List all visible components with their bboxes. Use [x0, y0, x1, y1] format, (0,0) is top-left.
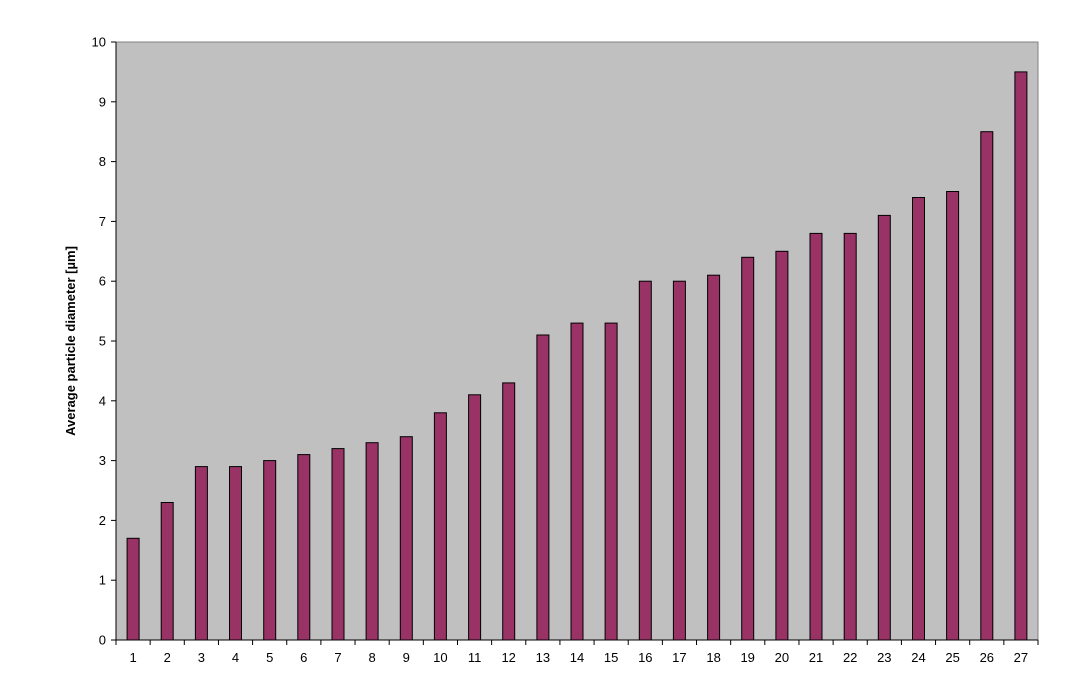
bar-3	[194, 466, 208, 641]
bar-4	[229, 466, 242, 641]
bar-13	[536, 334, 550, 641]
bar-22	[843, 232, 857, 641]
bar-10	[433, 412, 447, 641]
bar-19	[741, 256, 755, 641]
y-tick-labels: 0 1 2 3 4 5 6 7 8 9 10	[92, 35, 106, 648]
bar-26	[980, 131, 994, 641]
bar-16	[638, 280, 652, 641]
x-tick-label-23: 23	[877, 650, 891, 665]
bar-9	[399, 436, 413, 641]
axes-group	[111, 41, 1039, 645]
y-tick-label-6: 6	[99, 274, 106, 289]
bar-20	[775, 250, 789, 641]
y-axis-title: Average particle diameter [µm]	[63, 246, 78, 436]
bar-15	[604, 322, 618, 641]
y-tick-label-10: 10	[92, 35, 106, 50]
x-tick-label-4: 4	[232, 650, 239, 665]
x-tick-label-8: 8	[368, 650, 375, 665]
y-tick-label-2: 2	[99, 513, 106, 528]
bar-6	[297, 454, 311, 641]
x-tick-label-14: 14	[570, 650, 584, 665]
bar-18	[707, 274, 721, 641]
x-tick-label-5: 5	[266, 650, 273, 665]
bar-14	[570, 322, 584, 641]
bar-7	[331, 448, 345, 641]
y-tick-label-4: 4	[99, 393, 106, 408]
x-tick-label-24: 24	[911, 650, 925, 665]
bar-11	[468, 394, 482, 641]
bar-17	[672, 280, 686, 641]
x-tick-label-26: 26	[980, 650, 994, 665]
bar-1	[126, 537, 140, 641]
y-tick-label-5: 5	[99, 334, 106, 349]
bar-2	[160, 502, 174, 641]
x-tick-label-13: 13	[536, 650, 550, 665]
x-tick-label-25: 25	[945, 650, 959, 665]
y-tick-label-0: 0	[99, 633, 106, 648]
x-tick-label-1: 1	[129, 650, 136, 665]
x-tick-label-19: 19	[740, 650, 754, 665]
y-tick-label-9: 9	[99, 94, 106, 109]
bar-24	[912, 197, 925, 641]
x-tick-label-12: 12	[501, 650, 515, 665]
bar-5	[263, 460, 277, 641]
bar-27	[1014, 71, 1028, 641]
x-tick-label-18: 18	[706, 650, 720, 665]
x-tick-label-10: 10	[433, 650, 447, 665]
bar-21	[809, 232, 823, 641]
x-tick-label-21: 21	[809, 650, 823, 665]
bar-8	[365, 442, 379, 641]
y-tick-label-7: 7	[99, 214, 106, 229]
x-tick-label-27: 27	[1014, 650, 1028, 665]
x-tick-labels: 1 2 3 4 5 6 7 8 9 10 11 12 13 14 15 16 17 18 19 20 21 22 23 24 2…	[129, 650, 1028, 665]
x-tick-label-20: 20	[775, 650, 789, 665]
x-tick-label-6: 6	[300, 650, 307, 665]
x-tick-label-22: 22	[843, 650, 857, 665]
y-tick-label-1: 1	[99, 573, 106, 588]
y-tick-label-8: 8	[99, 154, 106, 169]
bar-25	[946, 191, 960, 641]
x-tick-label-9: 9	[403, 650, 410, 665]
x-tick-label-17: 17	[672, 650, 686, 665]
x-tick-label-16: 16	[638, 650, 652, 665]
bar-12	[502, 382, 516, 641]
x-tick-label-15: 15	[604, 650, 618, 665]
y-tick-label-3: 3	[99, 453, 106, 468]
bars-group	[126, 71, 1028, 641]
x-tick-label-3: 3	[198, 650, 205, 665]
x-tick-label-7: 7	[334, 650, 341, 665]
x-tick-label-2: 2	[164, 650, 171, 665]
x-tick-label-11: 11	[468, 650, 482, 665]
bar-23	[877, 214, 891, 641]
